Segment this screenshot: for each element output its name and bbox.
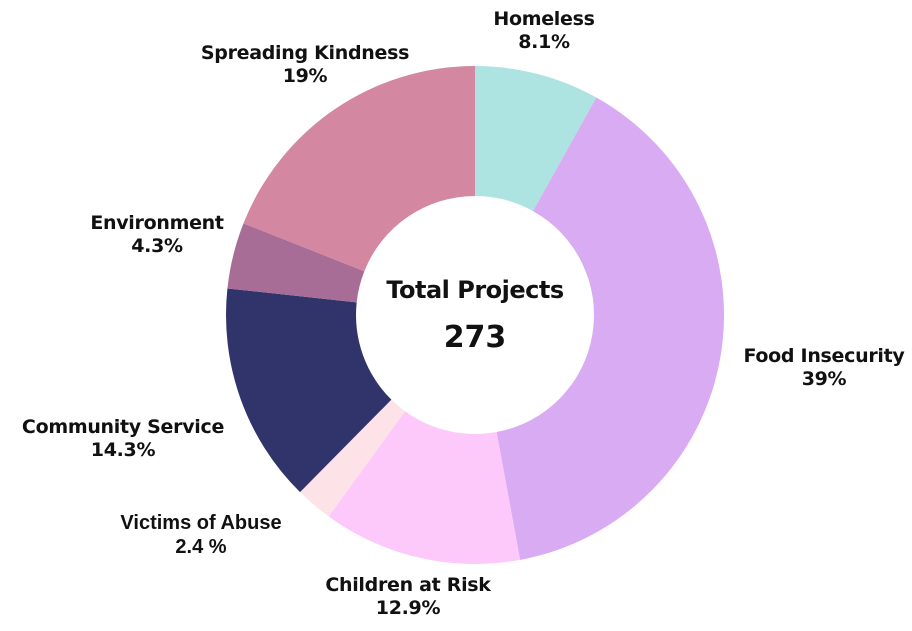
slice-environment — [227, 223, 365, 303]
label-community-service-value: 14.3% — [90, 438, 156, 461]
label-food-insecurity: Food Insecurity 39% — [729, 345, 912, 391]
label-homeless: Homeless 8.1% — [464, 8, 624, 54]
label-victims-of-abuse-value: 2.4 % — [175, 536, 227, 558]
label-food-insecurity-name: Food Insecurity — [743, 345, 905, 367]
label-community-service-name: Community Service — [21, 416, 225, 438]
label-children-at-risk-name: Children at Risk — [325, 574, 491, 596]
label-environment-value: 4.3% — [131, 234, 183, 257]
label-spreading-kindness-value: 19% — [282, 64, 328, 87]
label-environment: Environment 4.3% — [72, 212, 242, 258]
slice-community-service — [225, 288, 392, 493]
label-homeless-name: Homeless — [493, 8, 595, 30]
slice-homeless — [475, 66, 597, 212]
slice-spreading-kindness — [243, 66, 475, 272]
slice-food-insecurity — [496, 97, 724, 560]
label-children-at-risk-value: 12.9% — [375, 596, 441, 619]
center-title: Total Projects — [386, 276, 564, 304]
label-victims-of-abuse-name: Victims of Abuse — [120, 512, 282, 534]
label-homeless-value: 8.1% — [518, 30, 570, 53]
label-spreading-kindness-name: Spreading Kindness — [200, 42, 410, 64]
slice-victims-of-abuse — [300, 399, 406, 517]
label-victims-of-abuse: Victims of Abuse 2.4 % — [101, 511, 301, 559]
slice-children-at-risk — [328, 411, 521, 564]
label-environment-name: Environment — [90, 212, 224, 234]
center-value: 273 — [443, 320, 507, 355]
label-spreading-kindness: Spreading Kindness 19% — [185, 42, 425, 88]
label-food-insecurity-value: 39% — [801, 367, 847, 390]
label-community-service: Community Service 14.3% — [3, 416, 243, 462]
label-children-at-risk: Children at Risk 12.9% — [308, 574, 508, 620]
